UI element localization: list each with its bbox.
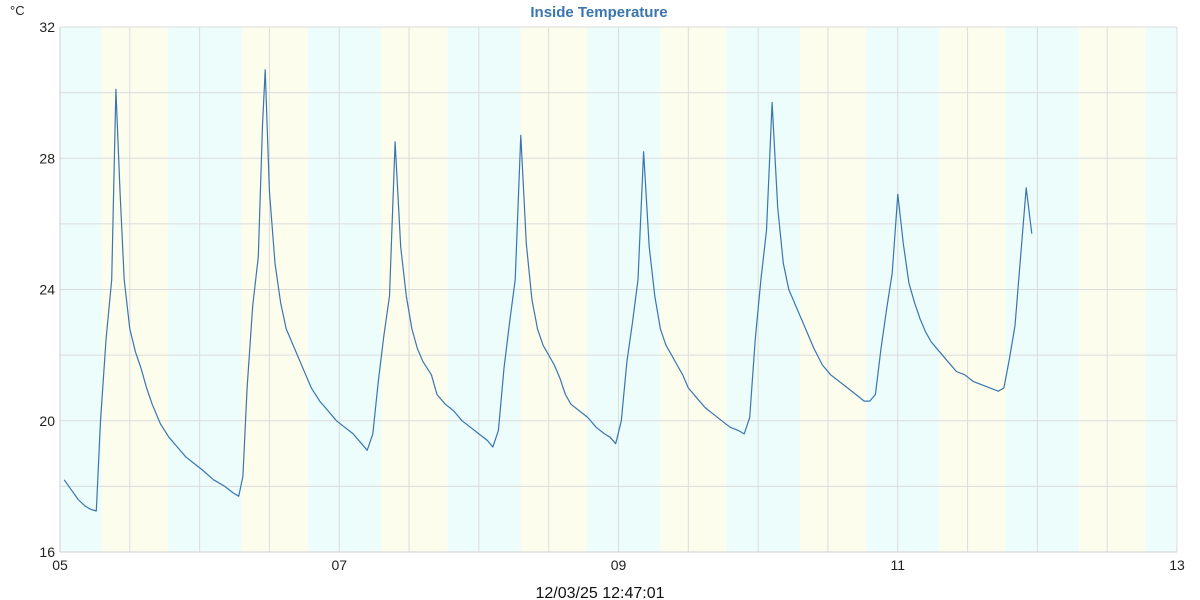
y-tick-label: 32 bbox=[39, 19, 55, 35]
timestamp-label: 12/03/25 12:47:01 bbox=[535, 585, 664, 600]
series-group bbox=[63, 69, 1033, 512]
y-tick-label: 16 bbox=[39, 544, 55, 560]
y-axis-unit: °C bbox=[10, 3, 25, 18]
x-tick-label: 11 bbox=[890, 557, 905, 573]
x-tick-label: 07 bbox=[331, 557, 347, 573]
x-tick-label: 13 bbox=[1169, 557, 1185, 573]
x-tick-label: 05 bbox=[52, 557, 68, 573]
axes bbox=[59, 27, 1177, 553]
temperature-series-line-0 bbox=[63, 69, 1033, 512]
x-tick-labels: 05 07 09 11 13 bbox=[52, 557, 1185, 573]
y-tick-label: 24 bbox=[39, 282, 55, 298]
y-tick-labels: 16 20 24 28 32 bbox=[39, 19, 55, 560]
y-tick-label: 28 bbox=[39, 150, 55, 166]
x-tick-label: 09 bbox=[611, 557, 627, 573]
chart-title: Inside Temperature bbox=[530, 4, 667, 21]
y-tick-label: 20 bbox=[39, 413, 55, 429]
